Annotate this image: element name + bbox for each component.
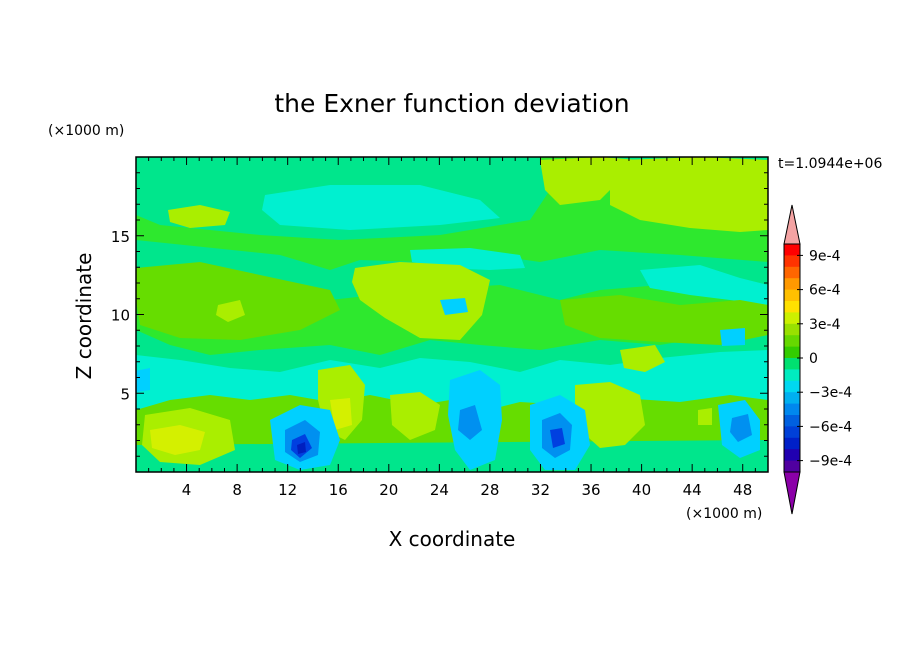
contour-region [297,442,306,454]
contour-region [440,298,468,315]
contour-region [262,185,500,230]
colorbar-tick-label: 9e-4 [809,248,841,264]
colorbar-tick-label: −3e-4 [809,385,852,401]
y-tick-label: 15 [111,228,130,246]
contour-region [640,265,768,305]
colorbar-segment [784,460,800,473]
time-label: t=1.0944e+06 [778,156,882,172]
x-tick-label: 8 [232,481,242,499]
colorbar-segment [784,380,800,393]
colorbar-segment [784,301,800,313]
y-tick-label: 10 [111,307,130,325]
contour-region [458,405,482,440]
colorbar-segment [784,369,800,382]
x-tick-label: 48 [733,481,752,499]
contour-region [390,392,440,440]
contour-field [136,157,768,472]
colorbar-under-triangle [783,471,801,515]
colorbar-segment [784,312,800,325]
contour-region [698,408,712,425]
colorbar-tick-label: 3e-4 [809,317,841,333]
contour-region [352,262,490,340]
colorbar-segment [784,392,800,405]
x-tick-label: 40 [632,481,651,499]
colorbar-segment [784,358,800,370]
x-tick-label: 16 [329,481,348,499]
contour-region [550,428,565,448]
y-tick-label: 5 [120,385,130,403]
colorbar-segment [784,255,800,268]
colorbar-segment [784,278,800,291]
x-tick-label: 20 [379,481,398,499]
y-axis-label: Z coordinate [72,253,96,380]
colorbar-segment [784,415,800,427]
contour-region [560,295,768,345]
x-unit-label: (×1000 m) [686,506,762,522]
colorbar-segment [784,449,800,462]
x-axis-label: X coordinate [389,527,516,551]
colorbar-segment [784,266,800,279]
colorbar: 9e-4 6e-4 3e-4 0 −3e-4 −6e-4 −9e-4 [783,204,852,515]
x-tick-label: 32 [531,481,550,499]
contour-region [168,205,230,228]
contour-region [575,382,645,448]
colorbar-tick-label: −9e-4 [809,454,852,470]
contour-region [610,157,768,232]
colorbar-segment [784,437,800,450]
y-unit-label: (×1000 m) [48,123,124,139]
chart-title: the Exner function deviation [274,89,629,118]
x-tick-label: 36 [581,481,600,499]
colorbar-segment [784,346,800,359]
colorbar-segment [784,426,800,439]
contour-region [330,398,352,430]
colorbar-segment [784,289,800,302]
contour-region [720,328,745,346]
contour-region [150,425,205,455]
colorbar-tick-label: −6e-4 [809,419,852,435]
colorbar-segment [784,244,800,256]
contour-region [540,157,640,205]
contour-region [216,300,245,322]
x-axis-ticks: 4 8 12 16 20 24 28 32 36 40 44 48 [148,157,756,499]
colorbar-tick-label: 6e-4 [809,283,841,299]
x-tick-label: 4 [182,481,192,499]
contour-region [620,345,665,372]
colorbar-segment [784,335,800,348]
x-tick-label: 24 [430,481,449,499]
x-tick-label: 44 [683,481,702,499]
colorbar-segment [784,323,800,336]
colorbar-over-triangle [783,204,801,245]
y-axis-ticks: 5 10 15 [111,172,768,457]
contour-region [730,414,752,442]
colorbar-tick-label: 0 [809,351,818,367]
x-tick-label: 28 [480,481,499,499]
x-tick-label: 12 [278,481,297,499]
colorbar-segment [784,403,800,416]
contour-region [136,368,150,392]
